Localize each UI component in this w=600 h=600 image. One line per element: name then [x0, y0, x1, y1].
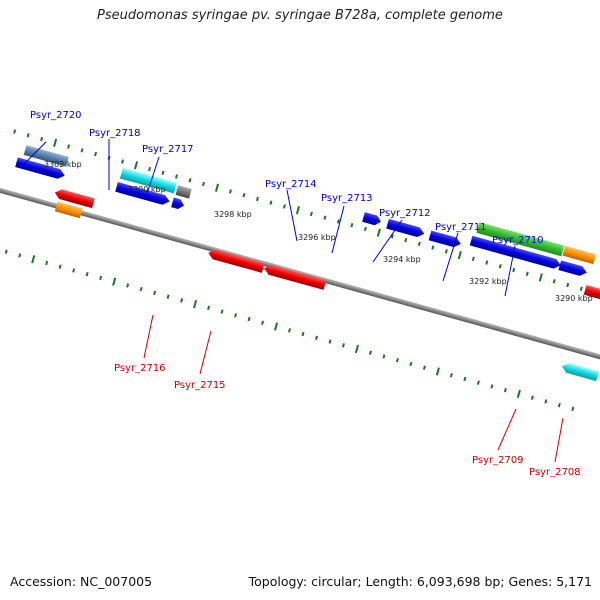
plus-tick-ring	[13, 129, 597, 295]
feature-orange[interactable]	[562, 245, 596, 265]
feature-red-3[interactable]	[583, 284, 600, 306]
cds-plus-2710[interactable]	[558, 260, 588, 277]
gene-label[interactable]: Psyr_2711	[435, 222, 487, 233]
minus-tick-ring	[4, 249, 575, 412]
axis-label-3292: 3292 kbp	[469, 277, 507, 286]
gene-label[interactable]: Psyr_2716	[114, 363, 166, 374]
feature-orange-left[interactable]	[54, 201, 83, 219]
map-title: Pseudomonas syringae pv. syringae B728a,…	[97, 8, 503, 23]
feature-steel[interactable]	[23, 145, 69, 167]
genome-track	[0, 129, 600, 412]
gene-label[interactable]: Psyr_2714	[265, 179, 317, 190]
cds-plus-2720[interactable]	[15, 157, 66, 180]
plus-cds-row	[15, 157, 588, 277]
cds-minus-left[interactable]	[53, 188, 95, 209]
minus-cds-row	[53, 188, 599, 382]
cds-minus-2715[interactable]	[263, 263, 327, 290]
cds-plus-2711[interactable]	[469, 235, 562, 270]
accession-text: Accession: NC_007005	[10, 574, 153, 589]
genome-summary-text: Topology: circular; Length: 6,093,698 bp…	[248, 574, 592, 589]
minus-gene-labels: Psyr_2716 Psyr_2715 Psyr_2709 Psyr_2708	[114, 363, 581, 478]
plus-cog-row	[23, 145, 600, 306]
gene-label[interactable]: Psyr_2720	[30, 110, 82, 121]
axis-label-3296: 3296 kbp	[298, 233, 336, 242]
axis-labels: 3302 kbp 3300 kbp 3298 kbp 3296 kbp 3294…	[44, 160, 593, 303]
cds-minus-2716[interactable]	[207, 248, 265, 273]
gene-label[interactable]: Psyr_2717	[142, 144, 194, 155]
cds-plus-2713[interactable]	[386, 218, 425, 239]
cds-plus-2717[interactable]	[171, 197, 185, 211]
cds-plus-2718[interactable]	[115, 182, 171, 206]
cds-minus-2709[interactable]	[560, 362, 599, 382]
gene-label[interactable]: Psyr_2712	[379, 208, 431, 219]
gene-label[interactable]: Psyr_2715	[174, 380, 226, 391]
axis-label-3302: 3302 kbp	[44, 160, 82, 169]
gene-label[interactable]: Psyr_2709	[472, 455, 524, 466]
plus-gene-labels: Psyr_2720 Psyr_2718 Psyr_2717 Psyr_2714 …	[30, 110, 544, 246]
label-leaders	[23, 139, 564, 463]
gene-label[interactable]: Psyr_2713	[321, 193, 373, 204]
cds-plus-2712[interactable]	[428, 230, 463, 249]
axis-label-3290: 3290 kbp	[555, 294, 593, 303]
axis-label-3294: 3294 kbp	[383, 255, 421, 264]
feature-gray[interactable]	[175, 185, 192, 199]
axis-label-3298: 3298 kbp	[214, 210, 252, 219]
cds-plus-2714[interactable]	[362, 212, 382, 226]
gene-label[interactable]: Psyr_2718	[89, 128, 141, 139]
feature-green[interactable]	[476, 222, 565, 257]
gene-label[interactable]: Psyr_2710	[492, 235, 544, 246]
axis-label-3300: 3300 kbp	[128, 185, 166, 194]
feature-cyan[interactable]	[119, 167, 177, 194]
gene-label[interactable]: Psyr_2708	[529, 467, 581, 478]
